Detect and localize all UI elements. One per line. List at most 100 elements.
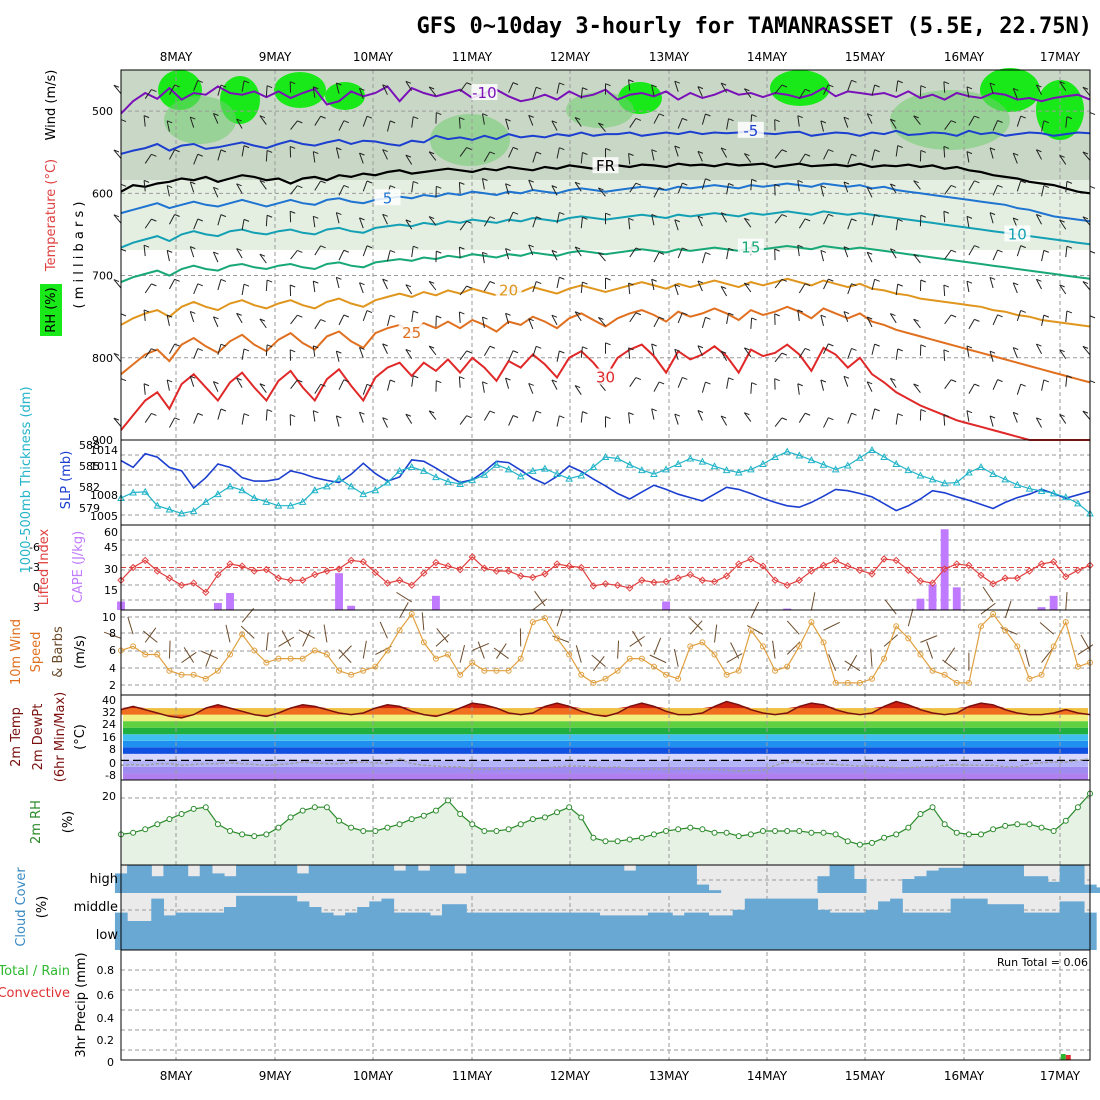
wind-barb-flag (913, 115, 919, 119)
wind-barb (720, 212, 728, 223)
wind-barb-10m (183, 647, 195, 663)
wind-barb (701, 113, 706, 125)
thickness-point (1013, 480, 1022, 488)
rh-2m-point (1050, 828, 1057, 834)
wind-barb (143, 309, 146, 321)
wind-barb-flag (174, 417, 180, 421)
wind-barb (259, 180, 267, 190)
wind-barb-flag (320, 180, 326, 184)
wind-barb-flag (874, 214, 880, 218)
cloud-low-bar (1071, 921, 1085, 950)
cloud-high-bar (672, 865, 685, 893)
wind-speed-point (626, 655, 633, 662)
wind-barb-flag (1020, 180, 1026, 184)
wind-barb (871, 408, 876, 420)
wind-barb-flag (943, 349, 950, 353)
wind-barb (551, 379, 558, 390)
wind-barb-10m (844, 660, 861, 672)
wind-barb (144, 348, 152, 359)
wind-barb-flag (236, 312, 242, 316)
wind-speed-tick: 4 (109, 662, 116, 675)
wind-barb-flag (359, 152, 365, 156)
wind-barb (1082, 346, 1091, 356)
cloud-high-bar (1071, 865, 1085, 893)
thickness-point (214, 490, 222, 498)
wind-barb (428, 345, 437, 356)
rh-2m-point (735, 833, 742, 840)
thickness-tick: 582 (79, 481, 100, 494)
wind-barb-flag (651, 343, 657, 347)
wind-barb-flag (751, 114, 757, 118)
wind-barb-flag (1082, 151, 1089, 155)
wind-barb (720, 351, 728, 362)
wind-barb-flag (197, 348, 203, 352)
wind-barb (169, 279, 176, 290)
wind-barb-10m (828, 653, 837, 671)
lifted-index-point (783, 581, 791, 589)
wind-barb-flag (943, 414, 950, 418)
wind-barb-flag (890, 248, 896, 252)
cloud-low-bar (708, 921, 722, 950)
contour-label: 30 (596, 369, 615, 387)
wind-barb-flag (197, 283, 203, 287)
wind-barb-flag (804, 412, 811, 416)
wind-speed-point (1026, 675, 1033, 682)
wind-barb-flag (190, 310, 196, 314)
cloud-middle-bar (660, 912, 673, 921)
wind-barb (628, 347, 631, 359)
wind-barb (481, 316, 485, 328)
wind-barb (359, 88, 364, 99)
thickness-point (238, 486, 246, 494)
wind-barb-flag (436, 250, 442, 254)
wind-barb-flag (259, 318, 266, 322)
wind-barb-flag (297, 379, 303, 383)
cloud-middle-bar (756, 898, 770, 921)
wind-barb-flag (190, 375, 196, 379)
wind-barb-10m (617, 640, 620, 659)
wind-barb-flag (266, 409, 273, 413)
contour-label: 5 (383, 189, 393, 207)
wind-barb (629, 247, 637, 258)
wind-barb (335, 212, 340, 224)
cloud-high-bar (1047, 881, 1061, 893)
wind-speed-point (747, 627, 754, 634)
rh-2m-point (445, 797, 452, 804)
cloud-low-bar (393, 921, 407, 950)
lifted-index-point (129, 563, 137, 572)
wind-barb (820, 120, 825, 132)
wind-barb-flag (751, 317, 757, 321)
cloud-low-bar (175, 921, 189, 950)
wind-barb (508, 82, 514, 93)
wind-barb (459, 415, 468, 425)
wind-barb (720, 286, 728, 297)
wind-barb (386, 120, 391, 132)
date-label-bottom: 16MAY (944, 1069, 985, 1083)
wind-barb-flag (174, 214, 180, 217)
wind-barb-flag (997, 314, 1003, 318)
wind-speed-point (965, 679, 972, 686)
cloud-low-bar (538, 921, 552, 950)
wind-barb-flag (405, 219, 412, 223)
thickness-point (843, 461, 852, 469)
temp-tick: 32 (102, 706, 116, 719)
wind-speed-tick: 2 (109, 679, 116, 692)
wind-barb (992, 249, 999, 261)
thickness-point (504, 465, 513, 473)
wind-barb (677, 118, 683, 129)
cloud-low-bar (587, 921, 601, 950)
lifted-index-point (892, 556, 900, 565)
cloud-low-bar (914, 921, 928, 950)
wind-barb (265, 215, 268, 227)
contour-label-bg (1004, 225, 1031, 242)
cloud-middle-bar (454, 904, 467, 921)
wind-barb-flag (582, 281, 588, 285)
wind-speed-point (820, 639, 827, 646)
wind-barb (236, 183, 243, 194)
wind-speed-point (650, 663, 657, 670)
rh-2m-point (578, 814, 585, 821)
wind-speed-point (990, 611, 997, 618)
wind-barb-flag (466, 350, 472, 354)
wind-barb (169, 343, 176, 355)
temp-tick: 0 (109, 757, 116, 770)
wind-barb (236, 377, 243, 388)
